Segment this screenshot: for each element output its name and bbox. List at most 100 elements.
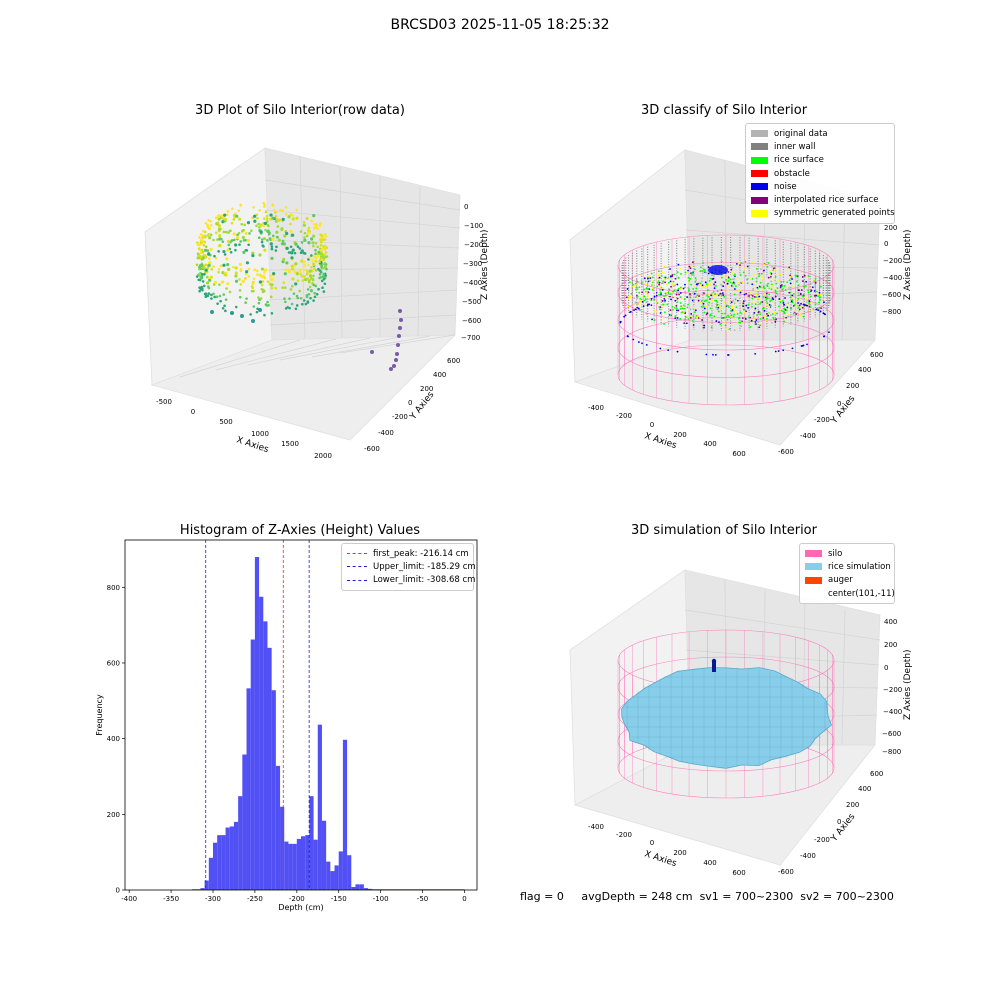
data-point xyxy=(263,313,266,317)
classified-point xyxy=(778,298,781,300)
data-point xyxy=(217,267,221,271)
classified-point xyxy=(653,298,656,301)
classified-point xyxy=(802,285,805,288)
x-tick: 400 xyxy=(703,440,716,448)
y-tick: -400 xyxy=(378,429,394,437)
classified-point xyxy=(744,260,747,263)
classified-point xyxy=(753,311,756,314)
data-point xyxy=(259,297,263,300)
z-tick: −400 xyxy=(463,279,482,287)
legend-entry: silo xyxy=(805,547,889,560)
classified-point xyxy=(714,281,717,284)
classified-point xyxy=(632,304,635,307)
classified-point xyxy=(720,289,723,292)
classified-point xyxy=(717,306,720,309)
noise-point xyxy=(771,297,774,299)
data-point xyxy=(255,224,258,228)
data-point xyxy=(285,246,289,251)
classified-point xyxy=(720,260,723,263)
data-point xyxy=(263,248,267,252)
classified-point xyxy=(727,280,730,282)
noise-point xyxy=(632,338,635,341)
classified-point xyxy=(738,261,741,264)
classified-point xyxy=(792,292,795,295)
x-tick: 500 xyxy=(219,418,232,426)
classified-point xyxy=(776,293,779,296)
histogram-bar xyxy=(288,843,293,890)
x-axis-label: Depth (cm) xyxy=(278,903,323,912)
data-point xyxy=(202,273,206,276)
data-point xyxy=(270,283,274,287)
classified-point xyxy=(663,297,666,300)
histogram-title: Histogram of Z-Axies (Height) Values xyxy=(179,523,421,538)
legend-swatch xyxy=(805,563,822,571)
data-point xyxy=(290,251,294,255)
data-point xyxy=(197,247,201,251)
data-point xyxy=(234,279,239,283)
classified-point xyxy=(715,306,718,309)
data-point xyxy=(207,226,211,231)
classified-point xyxy=(749,325,752,328)
classified-point xyxy=(773,278,776,281)
classified-point xyxy=(766,317,768,320)
data-point xyxy=(317,250,321,254)
histogram-bar xyxy=(359,884,364,890)
classified-point xyxy=(712,291,715,293)
data-point xyxy=(315,223,319,226)
data-point xyxy=(232,232,236,236)
classified-point xyxy=(740,308,743,311)
classified-point xyxy=(692,274,695,276)
y-tick: 400 xyxy=(433,371,446,379)
data-point xyxy=(267,232,271,236)
histogram-bar xyxy=(200,888,205,890)
classified-point xyxy=(669,268,671,270)
x-tick: 1000 xyxy=(251,430,269,438)
data-point xyxy=(219,299,222,303)
data-point xyxy=(283,286,287,289)
legend-entry: auger xyxy=(805,574,889,587)
classified-point xyxy=(780,309,783,312)
histogram-bar xyxy=(246,688,251,890)
classified-point xyxy=(781,299,784,302)
classified-point xyxy=(788,268,790,271)
classified-point xyxy=(778,305,780,308)
classified-point xyxy=(723,295,726,298)
histogram-bar xyxy=(271,690,276,890)
classified-point xyxy=(802,280,804,282)
classified-point xyxy=(707,283,710,286)
data-point xyxy=(264,210,268,214)
classified-point xyxy=(756,314,758,317)
classified-point xyxy=(761,301,764,303)
simulation-legend: silo rice simulation auger center(101,-1… xyxy=(799,543,895,605)
noise-point xyxy=(754,352,757,355)
data-point xyxy=(206,275,209,279)
classified-point xyxy=(658,308,661,311)
data-point xyxy=(234,274,238,278)
classified-point xyxy=(672,295,675,298)
outlier-point xyxy=(392,364,396,368)
noise-point xyxy=(659,347,662,350)
data-point xyxy=(312,283,316,287)
classified-point xyxy=(772,317,775,319)
classified-point xyxy=(816,307,819,310)
classified-point xyxy=(690,283,693,286)
data-point xyxy=(313,267,316,270)
data-point xyxy=(308,274,313,278)
classified-point xyxy=(814,282,817,284)
classified-point xyxy=(700,316,703,319)
classified-point xyxy=(699,266,702,269)
raw-data-3d-plot: -500 0 500 1000 1500 2000 X Axies -600 -… xyxy=(144,147,490,460)
classified-point xyxy=(767,314,770,317)
data-point xyxy=(314,252,317,256)
classified-point xyxy=(640,301,643,303)
data-point xyxy=(325,246,329,249)
classified-point xyxy=(726,276,729,279)
classified-point xyxy=(747,303,750,306)
noise-point xyxy=(800,302,802,305)
classified-point xyxy=(742,305,745,308)
classified-point xyxy=(770,288,773,291)
classified-point xyxy=(674,284,676,287)
data-point xyxy=(250,229,253,232)
classified-point xyxy=(782,301,785,304)
data-point xyxy=(274,211,277,214)
